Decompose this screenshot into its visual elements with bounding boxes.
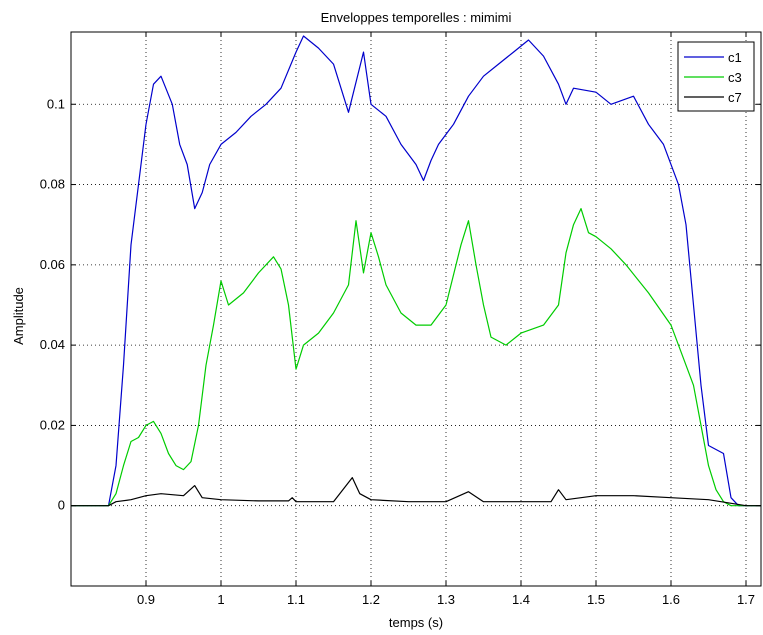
x-tick-label: 1: [217, 592, 224, 607]
x-tick-label: 1.3: [437, 592, 455, 607]
x-tick-label: 1.7: [737, 592, 755, 607]
y-tick-label: 0.08: [40, 177, 65, 192]
y-tick-label: 0: [58, 498, 65, 513]
x-tick-label: 1.2: [362, 592, 380, 607]
x-axis-label: temps (s): [389, 615, 443, 630]
series-line-c7: [71, 477, 761, 507]
legend-label-c1: c1: [728, 50, 742, 65]
series-layer: [71, 35, 761, 507]
legend: c1 c3 c7: [677, 41, 755, 112]
legend-label-c7: c7: [728, 90, 742, 105]
chart-title: Enveloppes temporelles : mimimi: [321, 10, 512, 25]
x-tick-label: 1.6: [662, 592, 680, 607]
legend-label-c3: c3: [728, 70, 742, 85]
series-line-c3: [71, 208, 761, 507]
ticks: 0.9 1 1.1 1.2 1.3 1.4 1.5 1.6 1.7 0 0.02 0.04 0.06 0.…: [40, 32, 761, 607]
series-line-c1: [71, 35, 761, 507]
x-tick-label: 0.9: [137, 592, 155, 607]
x-tick-label: 1.4: [512, 592, 530, 607]
x-tick-label: 1.5: [587, 592, 605, 607]
x-tick-label: 1.1: [287, 592, 305, 607]
y-axis-label: Amplitude: [11, 287, 26, 345]
y-tick-label: 0.02: [40, 417, 65, 432]
y-tick-label: 0.06: [40, 257, 65, 272]
y-tick-label: 0.1: [47, 96, 65, 111]
y-tick-label: 0.04: [40, 337, 65, 352]
plot-frame: [70, 31, 762, 587]
grid: [71, 32, 761, 586]
